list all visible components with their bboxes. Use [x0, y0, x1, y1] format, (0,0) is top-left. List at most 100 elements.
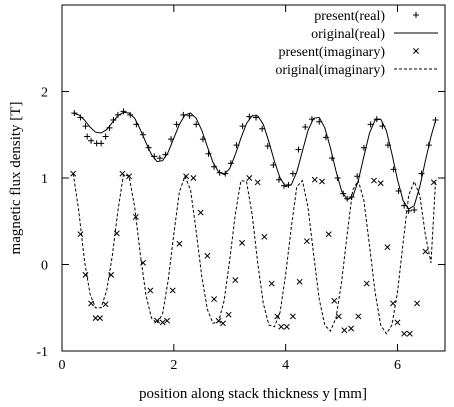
data-point-x — [341, 327, 348, 334]
data-point-x — [77, 231, 84, 238]
data-point-x — [371, 177, 377, 184]
data-point-plus — [88, 137, 95, 144]
data-point-x — [197, 209, 204, 216]
data-point-x — [331, 297, 338, 304]
data-point-x — [401, 330, 408, 337]
series-0 — [71, 108, 439, 214]
data-point-plus — [102, 133, 109, 140]
data-point-x — [232, 277, 239, 284]
legend-label: original(real) — [311, 27, 385, 42]
legend-label: original(imaginary) — [275, 63, 385, 78]
data-point-x — [394, 319, 401, 326]
x-tick-label: 4 — [282, 358, 289, 373]
x-tick-label: 2 — [170, 358, 177, 373]
data-point-plus — [302, 123, 309, 130]
data-point-x — [220, 320, 226, 327]
data-point-plus — [193, 121, 200, 128]
data-point-plus — [205, 150, 212, 157]
data-point-plus — [295, 146, 302, 153]
legend: present(real) original(real) present(imagi… — [275, 9, 438, 78]
dashed-series-line — [72, 173, 436, 335]
data-point-x — [169, 287, 176, 294]
plot-frame — [61, 4, 446, 352]
data-point-x — [303, 238, 310, 245]
y-tick-label: 0 — [41, 259, 48, 274]
data-point-x — [355, 313, 362, 320]
data-point-x — [319, 178, 325, 185]
data-point-x — [296, 278, 303, 285]
data-point-plus — [413, 12, 419, 18]
data-point-x — [176, 240, 183, 247]
data-point-x — [406, 330, 413, 337]
data-point-x — [147, 287, 154, 294]
y-tick-label: 1 — [41, 172, 48, 187]
data-point-x — [311, 176, 318, 183]
data-point-x — [119, 170, 126, 177]
data-point-x — [164, 317, 171, 324]
legend-label: present(real) — [314, 9, 385, 24]
data-point-x — [159, 319, 166, 326]
data-point-x — [225, 311, 232, 318]
data-point-x — [283, 323, 290, 330]
data-point-x — [348, 325, 355, 332]
data-point-x — [246, 175, 253, 181]
data-point-x — [274, 313, 281, 320]
data-point-x — [278, 323, 285, 330]
data-point-x — [325, 231, 332, 238]
axis-ticks: 0 2 4 6 -1 0 1 2 — [36, 5, 445, 373]
data-point-plus — [127, 111, 134, 118]
data-point-x — [92, 315, 99, 322]
x-axis-label: position along stack thickness y [mm] — [139, 386, 367, 402]
legend-label: present(imaginary) — [278, 45, 385, 60]
data-point-plus — [110, 117, 117, 124]
data-point-plus — [77, 114, 84, 121]
series-3 — [72, 173, 436, 335]
data-point-x — [70, 170, 77, 177]
data-point-x — [126, 173, 133, 180]
data-point-x — [97, 315, 103, 322]
data-point-plus — [84, 133, 91, 140]
series-2 — [70, 170, 437, 337]
data-point-x — [414, 300, 420, 307]
data-point-x — [190, 175, 197, 181]
data-point-x — [183, 173, 190, 180]
data-point-x — [422, 248, 429, 255]
solid-series-line — [73, 111, 436, 210]
data-point-plus — [156, 155, 163, 162]
data-point-x — [102, 301, 109, 308]
data-point-x — [204, 252, 211, 259]
data-point-x — [413, 48, 419, 54]
data-point-x — [239, 239, 245, 246]
data-point-plus — [120, 108, 127, 115]
data-point-plus — [173, 121, 180, 128]
y-axis-label: magnetic flux density [T] — [8, 102, 24, 255]
data-point-x — [261, 233, 268, 240]
data-point-plus — [239, 123, 246, 130]
y-tick-label: 2 — [41, 86, 48, 101]
y-tick-label: -1 — [36, 345, 48, 360]
data-point-plus — [82, 123, 89, 130]
data-point-x — [254, 179, 261, 186]
data-point-plus — [98, 140, 105, 147]
x-tick-label: 0 — [59, 358, 66, 373]
data-point-x — [82, 271, 89, 278]
data-point-plus — [411, 207, 418, 214]
data-point-x — [211, 296, 218, 303]
data-point-plus — [367, 121, 374, 128]
data-point-x — [390, 300, 396, 307]
data-point-x — [377, 180, 384, 187]
data-point-x — [289, 313, 296, 320]
data-point-x — [384, 244, 391, 251]
data-point-x — [335, 313, 342, 320]
data-point-plus — [289, 170, 296, 177]
data-point-x — [132, 213, 139, 220]
data-point-x — [268, 280, 275, 287]
series-layer — [70, 108, 439, 337]
data-point-x — [363, 280, 370, 287]
data-point-x — [88, 300, 95, 307]
x-tick-label: 6 — [394, 358, 401, 373]
data-point-x — [154, 317, 161, 324]
series-1 — [73, 111, 436, 210]
data-point-plus — [418, 170, 425, 177]
